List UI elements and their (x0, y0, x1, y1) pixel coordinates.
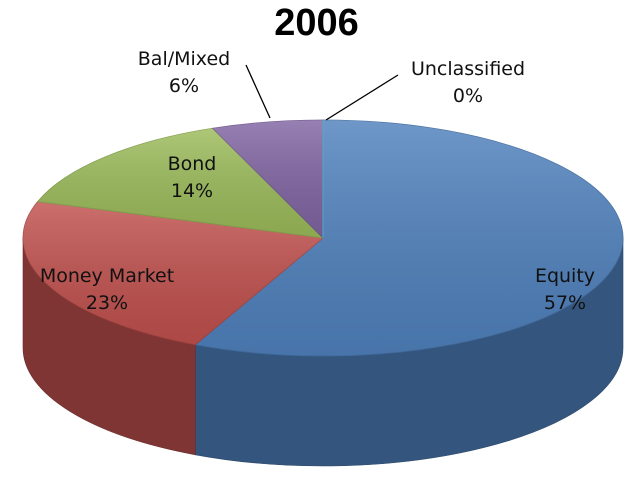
slice-value-unclassified: 0% (453, 85, 483, 107)
chart-title: 2006 (274, 2, 359, 44)
slice-value-equity: 57% (544, 292, 586, 314)
slice-value-bal-mixed: 6% (169, 75, 199, 97)
slice-label-bond: Bond (168, 153, 217, 175)
leader-line-unclassified (325, 74, 399, 121)
pie-tops (22, 119, 624, 357)
slice-label-equity: Equity (535, 265, 595, 287)
pie-slice-shine-money-market (22, 201, 324, 345)
slice-label-unclassified: Unclassified (411, 58, 525, 80)
pie-slice-shine-bal-mixed (212, 120, 323, 238)
slice-label-money-market: Money Market (40, 265, 174, 287)
slice-value-bond: 14% (171, 180, 213, 202)
pie-labels: Equity 57% Money Market 23% Bond 14% Bal/Mixed… (40, 48, 595, 314)
slice-label-bal-mixed: Bal/Mixed (138, 48, 230, 70)
pie-slice-shine-equity (195, 120, 623, 357)
pie-slice-shine-bond (37, 128, 323, 238)
leader-line-bal-mixed (245, 64, 271, 119)
slice-value-money-market: 23% (86, 292, 128, 314)
